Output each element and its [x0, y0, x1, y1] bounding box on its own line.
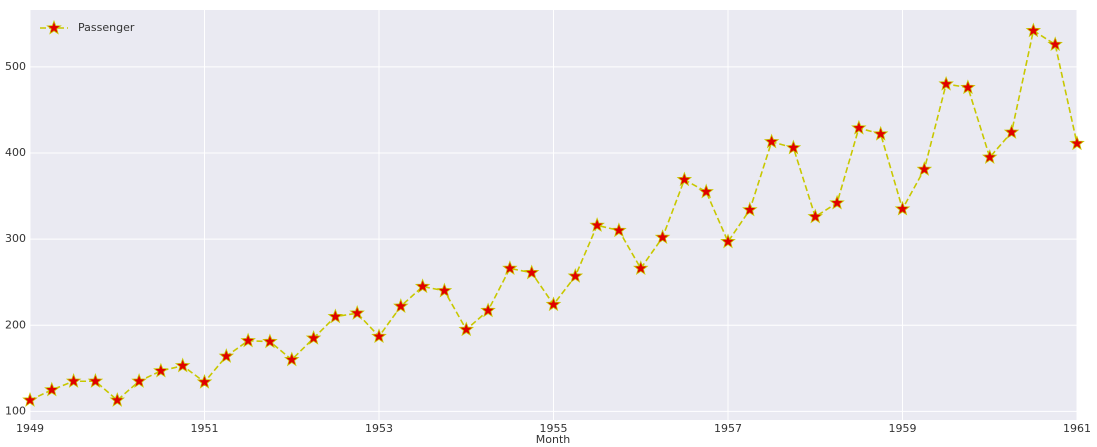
marker [174, 357, 191, 373]
marker [938, 75, 954, 91]
marker [44, 381, 60, 397]
marker [436, 282, 453, 298]
marker [894, 200, 911, 216]
marker [916, 161, 933, 176]
marker [480, 302, 496, 318]
marker [698, 183, 714, 199]
marker [807, 208, 823, 224]
marker [654, 229, 671, 245]
marker [458, 321, 474, 337]
marker [720, 233, 736, 249]
marker [960, 79, 976, 95]
marker [393, 298, 409, 313]
marker [284, 351, 300, 367]
x-tick-label: 1949 [16, 422, 44, 435]
marker [65, 373, 82, 388]
marker [349, 305, 365, 320]
marker [829, 194, 845, 210]
legend-marker [46, 19, 62, 35]
y-tick-label: 500 [5, 60, 26, 73]
marker [109, 392, 125, 407]
marker [196, 373, 213, 389]
marker [523, 264, 540, 280]
y-tick-label: 100 [5, 404, 26, 417]
y-tick-label: 300 [5, 232, 26, 245]
marker [371, 328, 387, 344]
marker [240, 332, 256, 348]
marker [545, 296, 562, 312]
x-tick-label: 1959 [889, 422, 917, 435]
marker [763, 133, 780, 149]
marker [414, 278, 431, 294]
y-tick-label: 400 [5, 146, 26, 159]
marker [218, 348, 235, 363]
marker [633, 260, 649, 276]
marker [87, 373, 104, 388]
marker [153, 362, 169, 378]
marker [742, 201, 758, 217]
x-tick-label: 1957 [714, 422, 742, 435]
marker [851, 119, 867, 135]
marker [305, 330, 322, 345]
y-tick-label: 200 [5, 318, 26, 331]
legend-label: Passenger [78, 21, 135, 34]
marker [785, 139, 802, 155]
marker [611, 222, 627, 238]
marker [872, 125, 889, 141]
marker [502, 260, 518, 276]
marker [567, 268, 584, 283]
x-tick-label: 1953 [365, 422, 393, 435]
marker [1003, 124, 1020, 139]
marker [1069, 135, 1085, 151]
marker [676, 171, 693, 187]
marker [327, 308, 344, 324]
marker [1025, 22, 1042, 38]
marker [982, 149, 998, 164]
x-tick-label: 1955 [540, 422, 568, 435]
x-tick-label: 1951 [191, 422, 219, 435]
marker [22, 392, 38, 407]
marker [262, 333, 278, 349]
marker [1047, 36, 1063, 52]
marker [131, 373, 147, 388]
marker [589, 217, 605, 232]
x-tick-label: 1961 [1063, 422, 1091, 435]
